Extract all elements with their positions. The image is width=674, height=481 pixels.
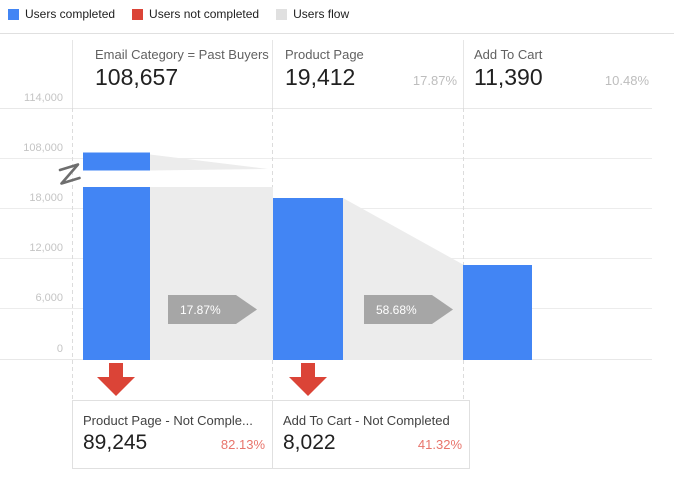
stage-header-product-page: Product Page 19,412 17.87% <box>272 47 463 91</box>
bar-email-category[interactable] <box>83 187 150 360</box>
card-title: Product Page - Not Comple... <box>83 413 253 428</box>
stage-title: Product Page <box>285 47 364 62</box>
y-tick-108000: 108,000 <box>23 142 63 154</box>
not-completed-cards: Product Page - Not Comple... 89,245 82.1… <box>72 400 470 469</box>
bar-add-to-cart[interactable] <box>463 265 532 360</box>
flow-pct-label: 17.87% <box>180 303 221 317</box>
drop-off-arrow-icon-2[interactable] <box>289 363 327 396</box>
card-product-page-not-completed: Product Page - Not Comple... 89,245 82.1… <box>73 401 273 468</box>
legend-label: Users completed <box>25 7 116 21</box>
users-completed-swatch-icon <box>8 8 19 20</box>
legend-label: Users flow <box>293 7 350 21</box>
drop-off-arrow-icon-1[interactable] <box>97 363 135 396</box>
stage-value: 11,390 <box>474 64 543 90</box>
stage-header-email-category: Email Category = Past Buyers 108,657 <box>72 47 272 91</box>
flow-area-step2[interactable] <box>343 198 463 360</box>
legend-item-users-not-completed: Users not completed <box>132 7 259 21</box>
stage-value: 19,412 <box>285 64 356 90</box>
y-tick-0: 0 <box>56 343 63 355</box>
stage-pct: 17.87% <box>412 73 457 88</box>
legend-label: Users not completed <box>149 7 260 21</box>
users-not-completed-swatch-icon <box>132 8 144 20</box>
legend-divider <box>0 33 674 34</box>
flow-pct-badge-1[interactable]: 17.87% <box>168 295 257 324</box>
card-title: Add To Cart - Not Completed <box>283 413 450 428</box>
legend-item-users-completed: Users completed <box>8 7 115 21</box>
legend-item-users-flow: Users flow <box>276 7 349 21</box>
users-flow-swatch-icon <box>276 8 288 20</box>
axis-break-icon <box>58 163 81 185</box>
flow-area-step1-upper-wedge[interactable] <box>150 154 268 171</box>
flow-pct-label: 58.68% <box>376 303 417 317</box>
stage-title: Add To Cart <box>474 47 543 62</box>
stage-title: Email Category = Past Buyers <box>95 47 269 62</box>
bar-product-page[interactable] <box>273 198 343 360</box>
y-tick-12000: 12,000 <box>29 242 63 254</box>
card-pct: 82.13% <box>220 437 265 452</box>
y-tick-114000: 114,000 <box>24 92 63 104</box>
column-separators <box>72 40 464 400</box>
flow-arrow-icon <box>168 295 257 324</box>
legend: Users completed Users not completed User… <box>8 7 349 21</box>
card-pct: 41.32% <box>417 437 462 452</box>
stage-pct: 10.48% <box>604 73 649 88</box>
stage-value: 108,657 <box>95 64 179 90</box>
bar-email-category-above-break[interactable] <box>83 152 150 171</box>
stage-header-add-to-cart: Add To Cart 11,390 10.48% <box>463 47 658 91</box>
y-tick-18000: 18,000 <box>29 192 63 204</box>
flow-area-step1[interactable] <box>150 187 273 360</box>
card-add-to-cart-not-completed: Add To Cart - Not Completed 8,022 41.32% <box>273 401 469 468</box>
flow-pct-badge-2[interactable]: 58.68% <box>364 295 453 324</box>
card-value: 89,245 <box>83 431 148 454</box>
y-tick-6000: 6,000 <box>35 292 63 304</box>
flow-arrow-icon <box>364 295 453 324</box>
card-value: 8,022 <box>283 431 336 454</box>
